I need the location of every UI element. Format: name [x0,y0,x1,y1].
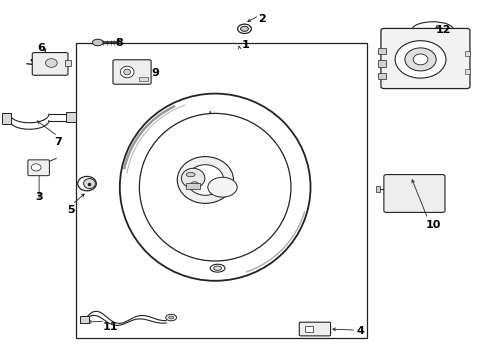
Text: 8: 8 [115,38,122,48]
Text: 10: 10 [425,220,440,230]
Ellipse shape [181,168,204,188]
Text: 12: 12 [434,25,450,35]
Bar [377,60,385,67]
Bar [464,51,469,56]
Ellipse shape [78,176,96,191]
Circle shape [404,48,435,71]
FancyBboxPatch shape [32,53,68,75]
Bar [139,77,148,81]
Ellipse shape [123,69,130,75]
Ellipse shape [237,24,251,33]
FancyBboxPatch shape [113,60,151,84]
Ellipse shape [83,179,95,189]
Text: 9: 9 [151,68,159,78]
FancyBboxPatch shape [380,28,469,89]
Ellipse shape [165,314,176,321]
Ellipse shape [139,113,290,261]
Text: 7: 7 [54,137,61,147]
FancyBboxPatch shape [383,175,444,212]
Text: 6: 6 [38,43,45,53]
Circle shape [412,54,427,65]
Ellipse shape [120,66,134,78]
Bar [375,186,380,192]
Bar [304,326,313,332]
Ellipse shape [186,172,195,177]
Text: 3: 3 [35,192,43,202]
Circle shape [31,164,41,171]
Bar [377,73,385,79]
Text: 11: 11 [102,322,118,332]
Bar [2,113,11,124]
Text: 1: 1 [242,40,249,50]
Ellipse shape [207,177,237,197]
Ellipse shape [186,165,223,195]
Bar [65,60,71,66]
Ellipse shape [177,157,233,203]
Circle shape [45,59,57,67]
Bar [185,183,200,189]
FancyBboxPatch shape [28,160,49,176]
Ellipse shape [191,182,198,185]
FancyBboxPatch shape [299,322,330,336]
Circle shape [394,41,445,78]
Text: 4: 4 [356,326,364,336]
Ellipse shape [240,26,248,31]
Ellipse shape [168,316,173,319]
Bar [377,48,385,54]
Bar [80,316,89,323]
Ellipse shape [213,266,221,270]
Bar [76,43,366,338]
Ellipse shape [210,264,224,272]
Text: 5: 5 [67,205,75,215]
Bar [66,112,76,122]
Ellipse shape [92,39,103,46]
Text: 2: 2 [257,14,265,24]
Bar [464,69,469,74]
